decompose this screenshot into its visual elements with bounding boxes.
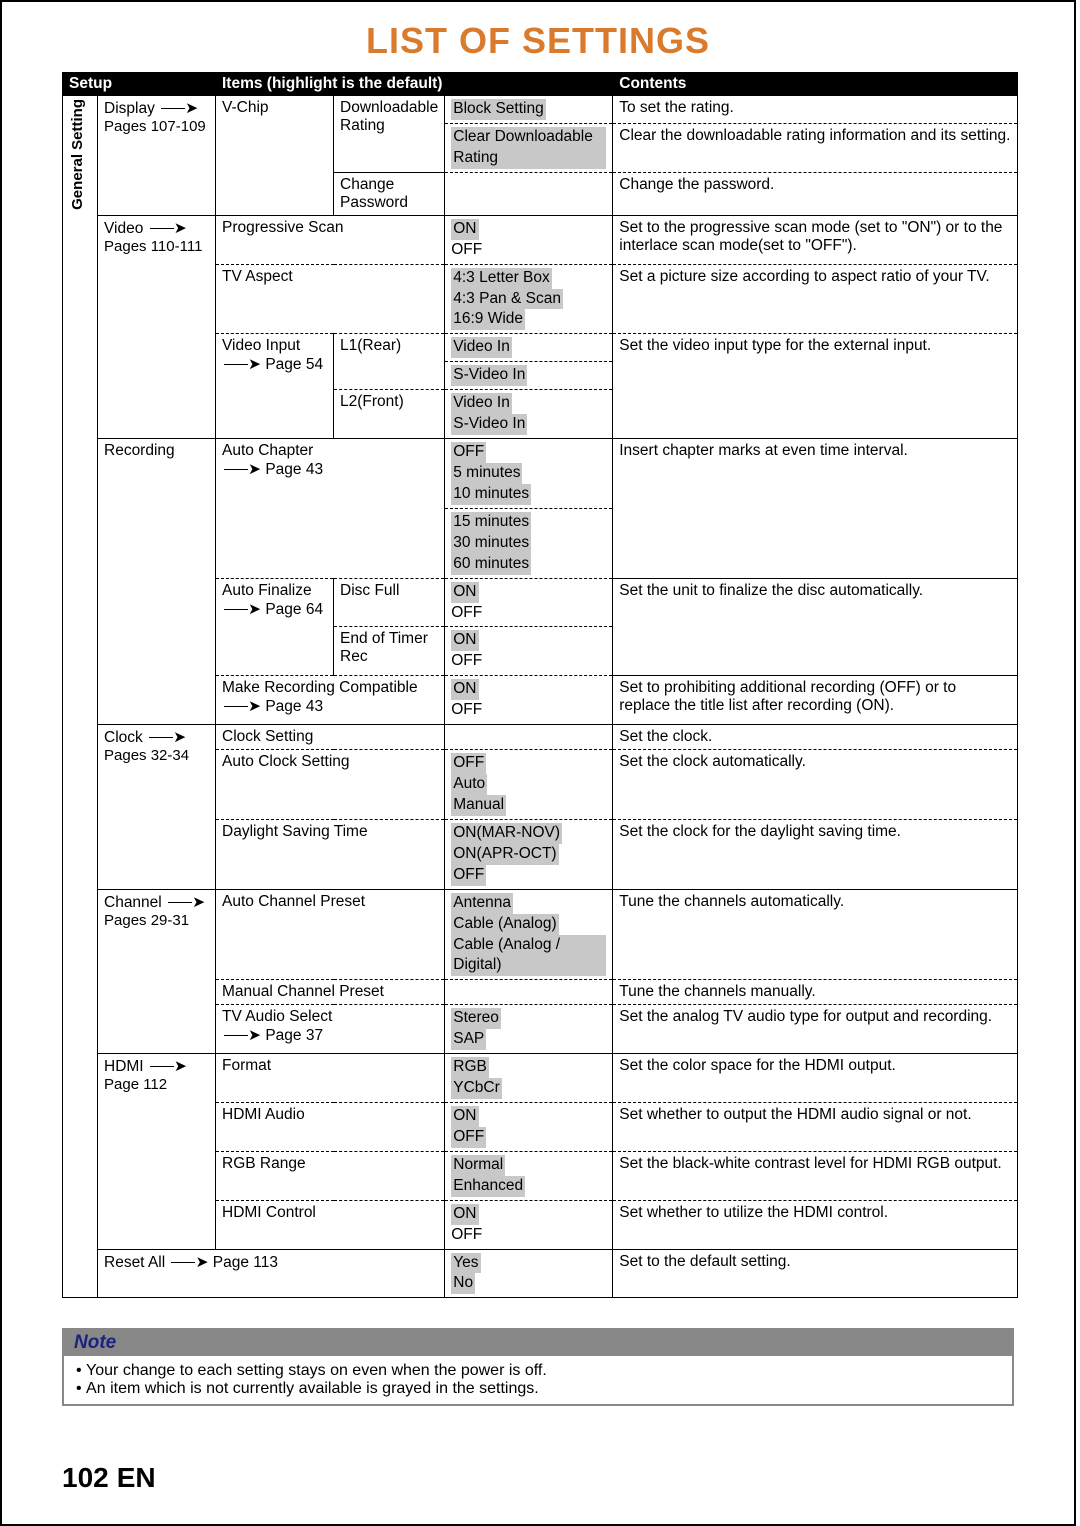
setup-video: Video ➤ Pages 110-111 [98, 215, 216, 438]
note-title: Note [64, 1330, 1012, 1356]
desc-rating: To set the rating. [613, 96, 1018, 124]
hdr-contents: Contents [613, 73, 1018, 96]
item-hdmictrl: HDMI Control [216, 1200, 445, 1249]
opt-cleardl: Clear Downloadable Rating [445, 123, 613, 172]
note-line-1: Your change to each setting stays on eve… [76, 1362, 1000, 1380]
setup-resetall: Reset All ➤ Page 113 [98, 1249, 445, 1298]
item-autoclock: Auto Clock Setting [216, 750, 445, 820]
desc-cleardl: Clear the downloadable rating informatio… [613, 123, 1018, 172]
item-rgbrange: RGB Range [216, 1151, 445, 1200]
item-hdmiaudio: HDMI Audio [216, 1103, 445, 1152]
item-format: Format [216, 1054, 445, 1103]
note-body: Your change to each setting stays on eve… [64, 1356, 1012, 1404]
setup-hdmi: HDMI ➤ Page 112 [98, 1054, 216, 1249]
desc-chgpwd: Change the password. [613, 172, 1018, 215]
manual-page: LIST OF SETTINGS Setup Items (highlight … [0, 0, 1076, 1526]
item-chgpwd: Change Password [334, 172, 445, 215]
desc-tvaspect: Set a picture size according to aspect r… [613, 264, 1018, 334]
setup-recording: Recording [98, 439, 216, 725]
desc-autoclock: Set the clock automatically. [613, 750, 1018, 820]
desc-clocksetting: Set the clock. [613, 725, 1018, 750]
item-autofinalize: Auto Finalize➤ Page 64 [216, 578, 334, 676]
setup-clock: Clock ➤ Pages 32-34 [98, 725, 216, 890]
desc-autofinalize: Set the unit to finalize the disc automa… [613, 578, 1018, 676]
desc-progscan: Set to the progressive scan mode (set to… [613, 215, 1018, 264]
desc-format: Set the color space for the HDMI output. [613, 1054, 1018, 1103]
item-dst: Daylight Saving Time [216, 819, 445, 889]
desc-videoinput: Set the video input type for the externa… [613, 334, 1018, 439]
item-videoinput: Video Input➤ Page 54 [216, 334, 334, 439]
item-endtimer: End of Timer Rec [334, 627, 445, 676]
desc-autochapter: Insert chapter marks at even time interv… [613, 439, 1018, 579]
item-dl-rating: Downloadable Rating [334, 96, 445, 173]
page-number: 102EN [62, 1462, 156, 1494]
item-manch: Manual Channel Preset [216, 980, 445, 1005]
desc-hdmiaudio: Set whether to output the HDMI audio sig… [613, 1103, 1018, 1152]
note-line-2: An item which is not currently available… [76, 1380, 1000, 1398]
desc-manch: Tune the channels manually. [613, 980, 1018, 1005]
table-header-row: Setup Items (highlight is the default) C… [63, 73, 1018, 96]
vert-general-setting: General Setting [63, 96, 98, 1298]
setup-display: Display ➤ Pages 107-109 [98, 96, 216, 216]
item-makerec: Make Recording Compatible➤ Page 43 [216, 676, 445, 725]
item-l1: L1(Rear) [334, 334, 445, 390]
settings-table: Setup Items (highlight is the default) C… [62, 72, 1018, 1298]
desc-tvaudio: Set the analog TV audio type for output … [613, 1005, 1018, 1054]
desc-makerec: Set to prohibiting additional recording … [613, 676, 1018, 725]
item-progscan: Progressive Scan [216, 215, 445, 264]
item-clocksetting: Clock Setting [216, 725, 445, 750]
item-tvaspect: TV Aspect [216, 264, 445, 334]
opt-block: Block Setting [445, 96, 613, 124]
item-vchip: V-Chip [216, 96, 334, 216]
page-title: LIST OF SETTINGS [2, 20, 1074, 62]
desc-hdmictrl: Set whether to utilize the HDMI control. [613, 1200, 1018, 1249]
item-tvaudio: TV Audio Select➤ Page 37 [216, 1005, 445, 1054]
note-box: Note Your change to each setting stays o… [62, 1328, 1014, 1406]
hdr-setup: Setup [63, 73, 216, 96]
setup-channel: Channel ➤ Pages 29-31 [98, 889, 216, 1054]
item-discfull: Disc Full [334, 578, 445, 627]
item-autoch: Auto Channel Preset [216, 889, 445, 980]
desc-rgbrange: Set the black-white contrast level for H… [613, 1151, 1018, 1200]
desc-dst: Set the clock for the daylight saving ti… [613, 819, 1018, 889]
desc-resetall: Set to the default setting. [613, 1249, 1018, 1298]
item-autochapter: Auto Chapter➤ Page 43 [216, 439, 445, 579]
desc-autoch: Tune the channels automatically. [613, 889, 1018, 980]
item-l2: L2(Front) [334, 390, 445, 439]
hdr-items: Items (highlight is the default) [216, 73, 613, 96]
